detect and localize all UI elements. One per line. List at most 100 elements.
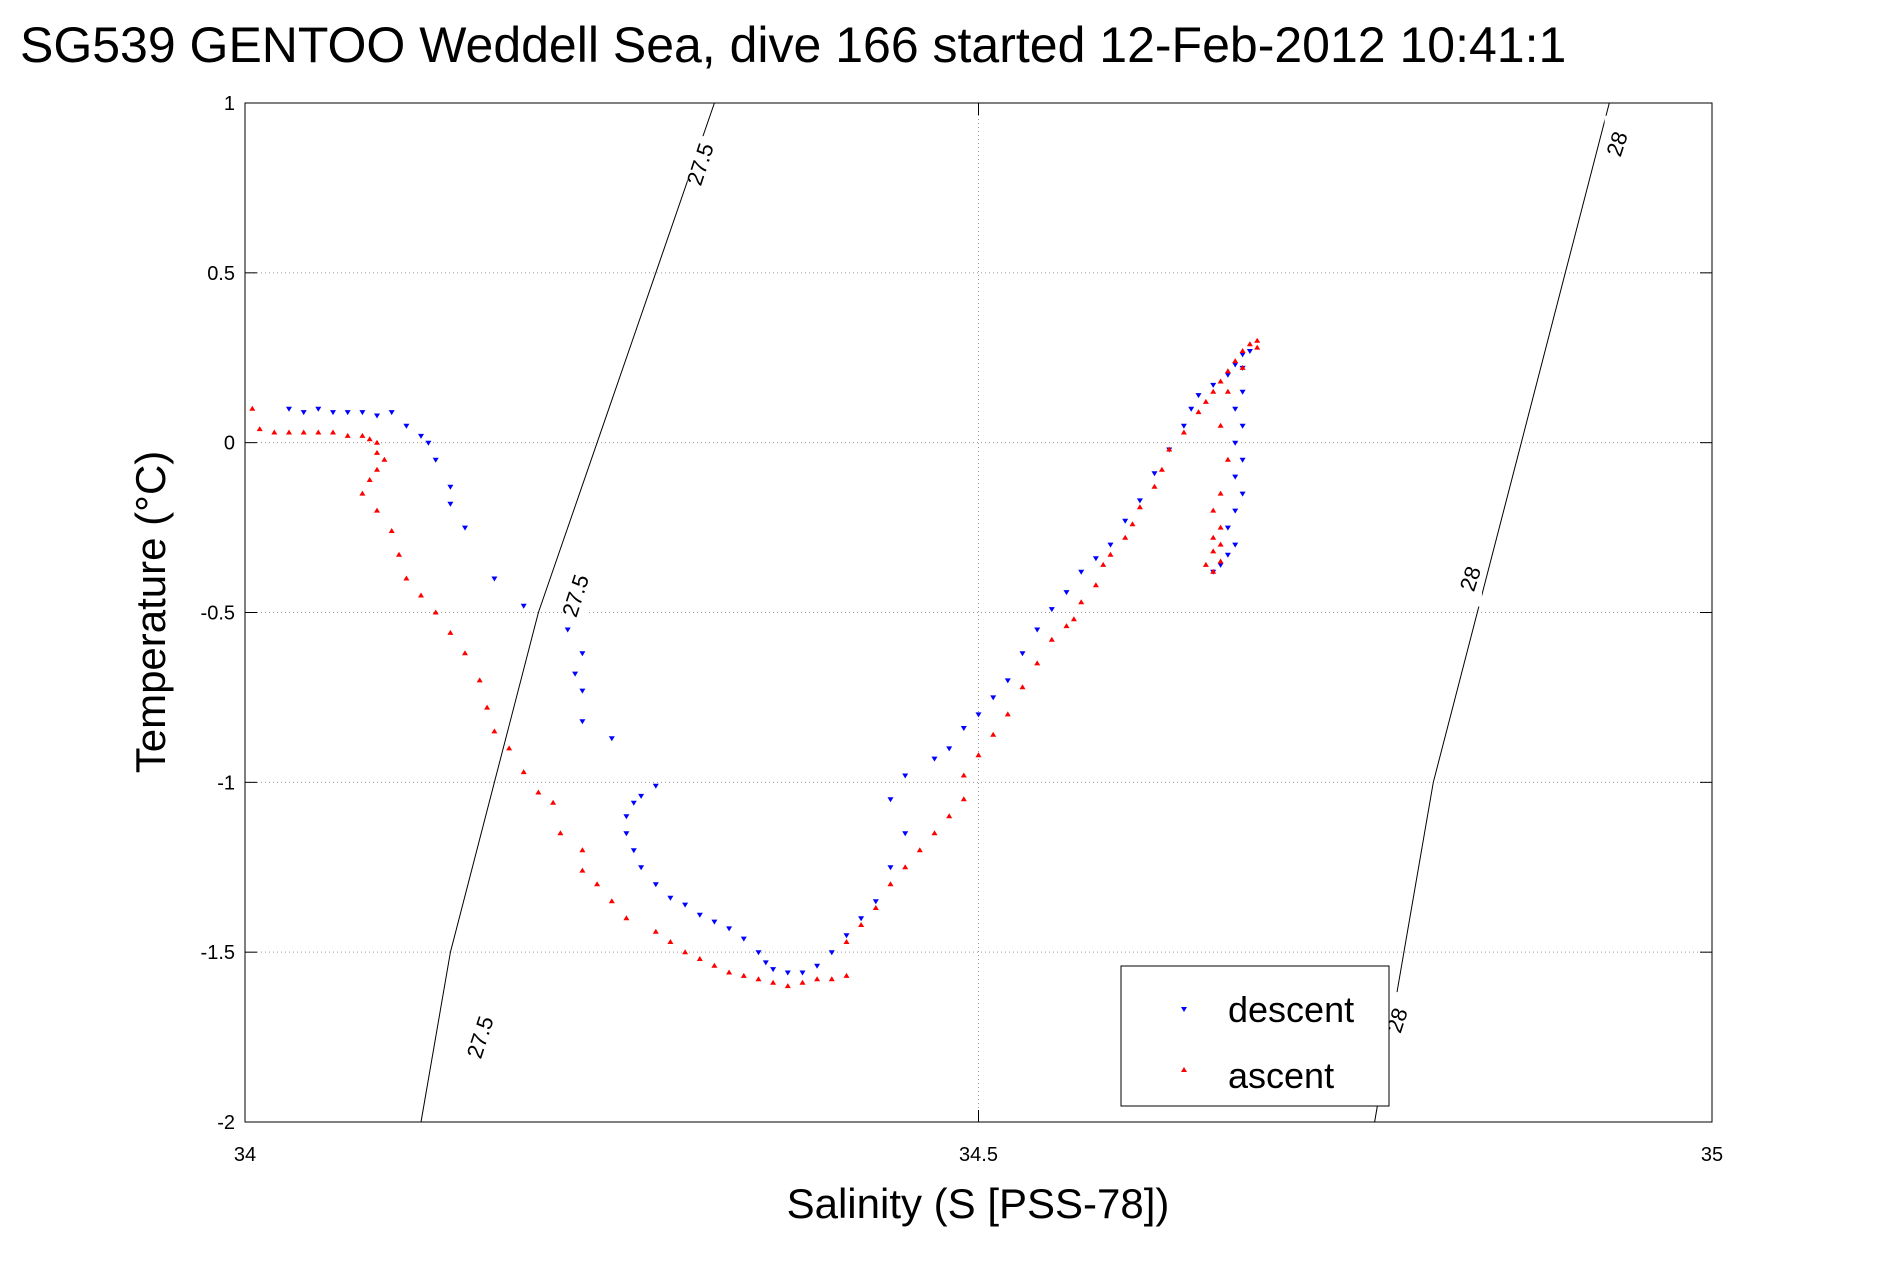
descent-point xyxy=(520,603,527,609)
descent-point xyxy=(1239,352,1246,358)
ascent-point xyxy=(1239,348,1246,353)
descent-point xyxy=(755,950,762,956)
descent-point xyxy=(1210,382,1217,388)
descent-point xyxy=(388,410,395,416)
ascent-point xyxy=(300,429,307,435)
ascent-point xyxy=(249,405,256,411)
ascent-point xyxy=(916,847,923,853)
descent-point xyxy=(696,912,703,918)
descent-point xyxy=(1092,556,1099,562)
ascent-point xyxy=(315,429,322,435)
ascent-series xyxy=(249,337,1261,989)
ascent-point xyxy=(946,813,953,819)
descent-point xyxy=(447,484,454,490)
ascent-point xyxy=(418,592,424,598)
ascent-point xyxy=(1063,623,1070,629)
descent-point xyxy=(1224,525,1231,531)
descent-point xyxy=(726,926,733,932)
ascent-point xyxy=(1224,388,1231,394)
descent-point xyxy=(1180,423,1187,429)
descent-point xyxy=(630,848,637,854)
x-axis-label: Salinity (S [PSS-78]) xyxy=(787,1180,1170,1227)
ascent-point xyxy=(1070,616,1077,622)
descent-point xyxy=(858,916,865,922)
ascent-point xyxy=(1246,341,1253,347)
ascent-point xyxy=(1034,660,1041,666)
ascent-point xyxy=(755,976,762,982)
ascent-point xyxy=(1232,358,1239,364)
ascent-point xyxy=(1217,524,1224,530)
ascent-point xyxy=(462,650,468,656)
descent-point xyxy=(1232,474,1239,480)
descent-point xyxy=(1246,349,1253,354)
descent-point xyxy=(902,831,909,837)
descent-point xyxy=(579,719,586,725)
ascent-point xyxy=(396,551,402,557)
descent-point xyxy=(630,800,637,806)
ascent-point xyxy=(1210,534,1217,540)
ascent-point xyxy=(271,429,278,435)
descent-point xyxy=(960,726,967,731)
descent-point xyxy=(1034,627,1041,633)
legend-descent-marker xyxy=(1181,1007,1187,1012)
ascent-point xyxy=(975,752,982,758)
ascent-point xyxy=(1210,548,1217,554)
ascent-point xyxy=(1180,429,1187,435)
ascent-point xyxy=(1166,446,1173,452)
descent-point xyxy=(902,773,909,779)
y-tick-label: 1 xyxy=(224,93,235,115)
ascent-point xyxy=(872,905,879,910)
ascent-point xyxy=(366,477,373,482)
descent-point xyxy=(579,651,586,657)
ascent-point xyxy=(799,979,806,985)
legend-descent-label: descent xyxy=(1228,989,1354,1030)
ascent-point xyxy=(784,983,791,989)
descent-point xyxy=(638,793,645,799)
ascent-point xyxy=(374,507,380,513)
legend-ascent-marker xyxy=(1181,1067,1187,1072)
y-tick-label: -2 xyxy=(217,1112,235,1134)
ascent-point xyxy=(550,799,557,805)
descent-point xyxy=(315,406,322,412)
descent-point xyxy=(344,410,351,416)
ascent-point xyxy=(359,432,366,438)
descent-point xyxy=(762,960,769,966)
ascent-point xyxy=(652,928,659,934)
descent-point xyxy=(623,814,630,820)
ascent-point xyxy=(403,575,410,581)
ascent-point xyxy=(579,867,586,873)
x-tick-label: 34.5 xyxy=(959,1144,998,1166)
ascent-point xyxy=(1217,378,1224,384)
descent-point xyxy=(359,410,366,416)
descent-point xyxy=(931,756,938,762)
ascent-point xyxy=(1129,521,1136,527)
ascent-point xyxy=(476,677,483,683)
ascent-point xyxy=(814,976,821,982)
ascent-point xyxy=(1151,483,1158,489)
ascent-point xyxy=(1136,504,1143,510)
ascent-point xyxy=(902,864,909,870)
descent-point xyxy=(1048,607,1055,613)
contour-label-bg xyxy=(563,567,588,624)
ascent-point xyxy=(843,939,850,944)
descent-point xyxy=(946,746,953,752)
descent-point xyxy=(682,902,689,908)
descent-point xyxy=(462,525,468,531)
ascent-point xyxy=(491,728,498,734)
descent-point xyxy=(1239,457,1246,463)
descent-point xyxy=(418,433,424,439)
descent-point xyxy=(1239,423,1246,429)
descent-point xyxy=(784,970,791,976)
descent-point xyxy=(1151,471,1158,477)
descent-point xyxy=(1232,508,1239,514)
ascent-point xyxy=(506,745,513,751)
ascent-point xyxy=(256,426,263,432)
ascent-point xyxy=(447,629,454,635)
ascent-point xyxy=(484,704,491,710)
ascent-point xyxy=(726,969,733,975)
ascent-point xyxy=(740,972,747,978)
ascent-point xyxy=(366,436,373,442)
ascent-point xyxy=(1202,561,1209,567)
y-tick-label: 0 xyxy=(224,433,235,455)
ascent-point xyxy=(1195,409,1202,415)
